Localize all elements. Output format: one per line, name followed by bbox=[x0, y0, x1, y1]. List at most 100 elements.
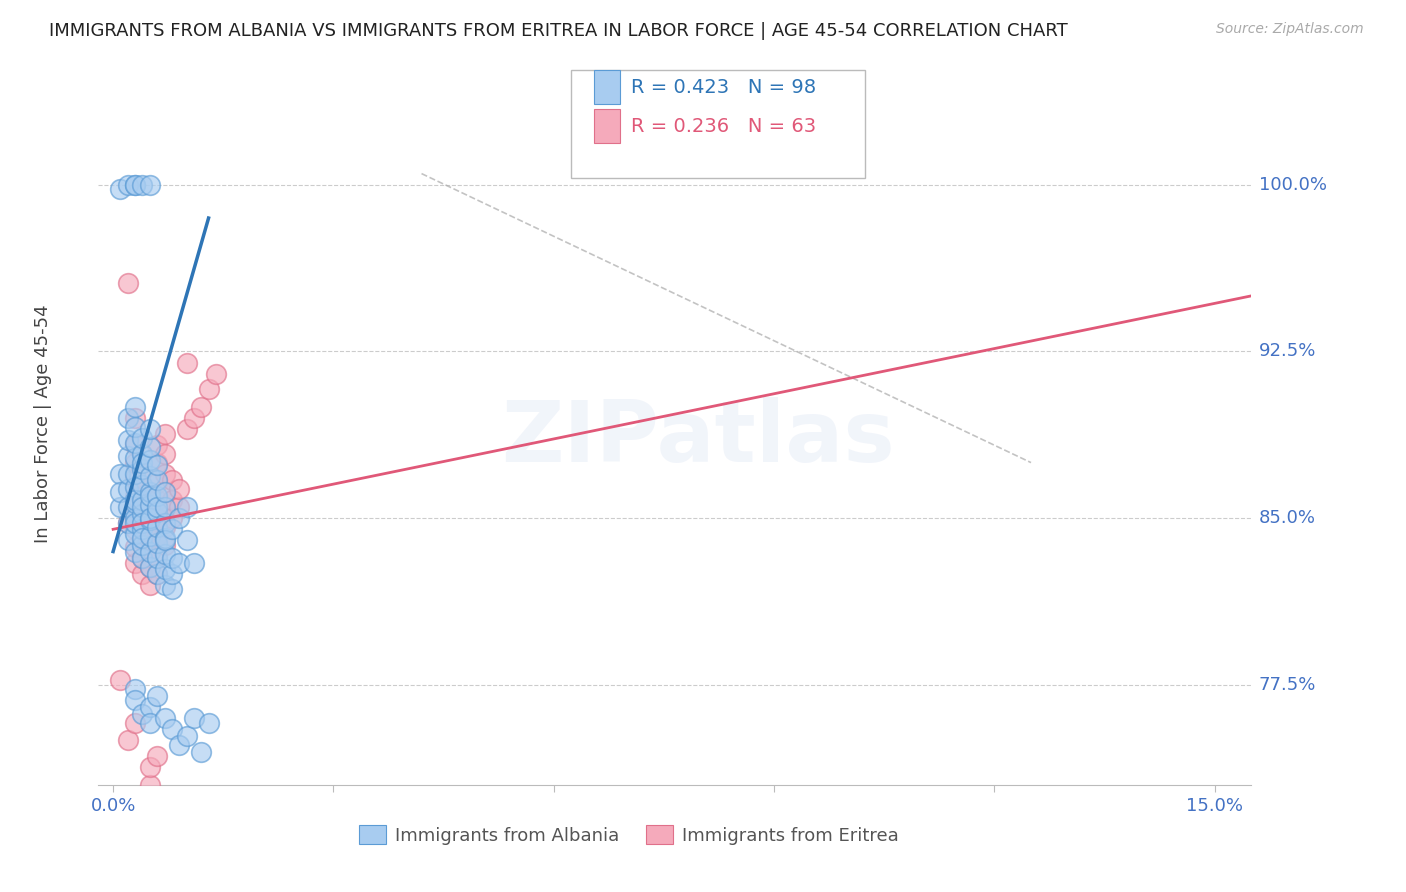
Point bbox=[110, 467, 132, 481]
Point bbox=[139, 760, 162, 774]
Point bbox=[131, 498, 153, 512]
Point bbox=[153, 484, 176, 499]
Point bbox=[117, 516, 139, 530]
Point bbox=[167, 738, 190, 752]
Point bbox=[176, 500, 198, 514]
Point bbox=[153, 711, 176, 725]
Point bbox=[117, 434, 139, 448]
Point bbox=[146, 689, 169, 703]
Point bbox=[139, 529, 162, 543]
Point bbox=[139, 484, 162, 499]
Point bbox=[183, 411, 205, 425]
Point bbox=[110, 182, 132, 196]
Point bbox=[139, 507, 162, 521]
Point bbox=[153, 520, 176, 534]
Point bbox=[160, 522, 183, 536]
Point bbox=[124, 420, 146, 434]
Point bbox=[124, 178, 146, 192]
Point bbox=[131, 516, 153, 530]
Point bbox=[139, 542, 162, 557]
Point bbox=[205, 367, 228, 381]
Point bbox=[124, 522, 146, 536]
Point bbox=[131, 500, 153, 514]
Text: 92.5%: 92.5% bbox=[1258, 343, 1316, 360]
Point bbox=[153, 426, 176, 441]
Text: R = 0.236   N = 63: R = 0.236 N = 63 bbox=[631, 117, 817, 136]
Point bbox=[139, 533, 162, 548]
Point bbox=[160, 566, 183, 581]
Text: Source: ZipAtlas.com: Source: ZipAtlas.com bbox=[1216, 22, 1364, 37]
Point bbox=[153, 531, 176, 545]
Point bbox=[117, 411, 139, 425]
Point bbox=[124, 435, 146, 450]
Point bbox=[124, 544, 146, 558]
Point bbox=[139, 453, 162, 467]
Point bbox=[190, 400, 212, 414]
Point bbox=[153, 578, 176, 592]
Point bbox=[124, 516, 146, 530]
Point bbox=[167, 556, 190, 570]
Point bbox=[183, 711, 205, 725]
Text: 77.5%: 77.5% bbox=[1258, 676, 1316, 694]
Point bbox=[139, 544, 162, 558]
Point bbox=[131, 478, 153, 492]
Point bbox=[131, 493, 153, 508]
Point bbox=[146, 566, 169, 581]
Point bbox=[139, 489, 162, 503]
Point bbox=[153, 533, 176, 548]
Point bbox=[117, 276, 139, 290]
Point bbox=[124, 693, 146, 707]
Point bbox=[160, 723, 183, 737]
Point bbox=[146, 474, 169, 488]
FancyBboxPatch shape bbox=[571, 70, 865, 178]
Point bbox=[131, 551, 153, 566]
Point bbox=[124, 451, 146, 466]
Point bbox=[124, 682, 146, 697]
Point bbox=[131, 533, 153, 548]
Point bbox=[139, 524, 162, 539]
Point bbox=[117, 533, 139, 548]
Text: 85.0%: 85.0% bbox=[1258, 509, 1316, 527]
Point bbox=[190, 745, 212, 759]
Point bbox=[124, 178, 146, 192]
Point bbox=[117, 483, 139, 497]
Point bbox=[146, 489, 169, 503]
Point bbox=[117, 178, 139, 192]
Point bbox=[117, 733, 139, 747]
Point bbox=[146, 475, 169, 490]
Point bbox=[176, 729, 198, 743]
Point bbox=[124, 511, 146, 525]
Point bbox=[124, 467, 146, 481]
Point bbox=[146, 529, 169, 543]
Point bbox=[153, 516, 176, 530]
Point bbox=[117, 500, 139, 514]
Point bbox=[139, 513, 162, 527]
Point bbox=[131, 447, 153, 461]
Point bbox=[131, 566, 153, 581]
Point bbox=[124, 526, 146, 541]
Point bbox=[146, 520, 169, 534]
Point bbox=[124, 456, 146, 470]
Text: R = 0.423   N = 98: R = 0.423 N = 98 bbox=[631, 78, 817, 96]
Point bbox=[139, 778, 162, 792]
Text: In Labor Force | Age 45-54: In Labor Force | Age 45-54 bbox=[34, 304, 52, 543]
Point bbox=[153, 447, 176, 461]
Point bbox=[124, 495, 146, 509]
Point bbox=[139, 489, 162, 503]
Point bbox=[153, 562, 176, 576]
Point bbox=[124, 540, 146, 554]
Text: ZIPatlas: ZIPatlas bbox=[501, 397, 894, 480]
Point bbox=[131, 516, 153, 530]
Point bbox=[131, 551, 153, 566]
Point bbox=[131, 531, 153, 545]
Point bbox=[153, 547, 176, 561]
Point bbox=[146, 551, 169, 566]
Point bbox=[124, 480, 146, 494]
Point bbox=[160, 493, 183, 508]
Text: 100.0%: 100.0% bbox=[1258, 176, 1327, 194]
Point bbox=[146, 511, 169, 525]
Point bbox=[153, 500, 176, 514]
Point bbox=[146, 438, 169, 452]
Point bbox=[153, 502, 176, 516]
Point bbox=[131, 706, 153, 721]
